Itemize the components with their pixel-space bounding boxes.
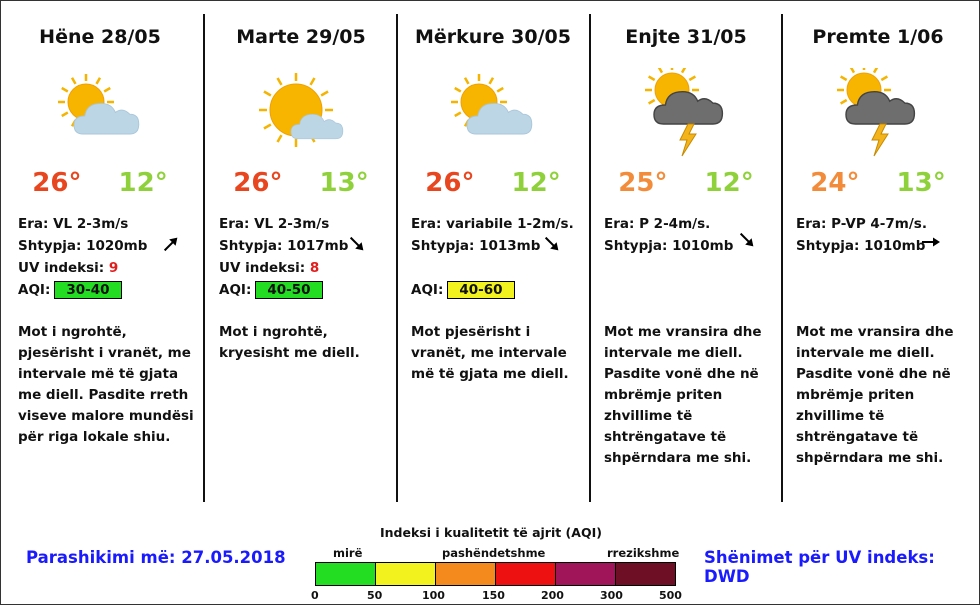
- aqi-color-scale: [315, 562, 676, 586]
- wind-direction-arrow-down-right-icon: [541, 233, 563, 255]
- pressure-text: Shtypja: 1013mb: [411, 238, 541, 254]
- min-temp: 13°: [896, 168, 946, 198]
- min-temp: 13°: [319, 168, 369, 198]
- weather-details: Era: VL 2-3m/s Shtypja: 1017mb UV indeksi…: [219, 213, 348, 301]
- forecast-date: Parashikimi më: 27.05.2018: [26, 548, 286, 567]
- aqi-tick: 100: [422, 589, 445, 602]
- pressure-text: Shtypja: 1020mb: [18, 238, 148, 254]
- aqi-label-good: mirë: [333, 546, 363, 560]
- uv-index: UV indeksi: 9: [18, 257, 147, 279]
- aqi-badge: 40-50: [255, 281, 323, 299]
- aqi-tick: 50: [367, 589, 383, 602]
- aqi-label-hazardous: rrezikshme: [607, 546, 680, 560]
- uv-index: UV indeksi: 8: [219, 257, 348, 279]
- weather-details: Era: P 2-4m/s. Shtypja: 1010mb: [604, 213, 733, 257]
- weather-details: Era: variabile 1-2m/s. Shtypja: 1013mb A…: [411, 213, 574, 301]
- aqi-row: AQI: 40-60: [411, 279, 574, 301]
- aqi-legend-title: Indeksi i kualitetit të ajrit (AQI): [380, 525, 602, 540]
- uv-label: UV indeksi:: [219, 260, 310, 276]
- wind-text: Era: variabile 1-2m/s.: [411, 216, 574, 232]
- aqi-label-unhealthy: pashëndetshme: [442, 546, 546, 560]
- column-divider: [781, 14, 783, 502]
- aqi-label: AQI:: [219, 282, 252, 298]
- pressure-text: Shtypja: 1017mb: [219, 238, 349, 254]
- aqi-swatch: [436, 563, 496, 585]
- column-divider: [203, 14, 205, 502]
- forecast-description: Mot me vransira dhe intervale me diell. …: [796, 324, 954, 466]
- uv-value: 9: [108, 260, 119, 276]
- forecast-day-3: Enjte 31/05 25° 12° Era: P 2-4m/s. Shtyp…: [590, 0, 782, 500]
- uv-label: UV indeksi:: [18, 260, 109, 276]
- sun-cloud-icon: [443, 68, 543, 158]
- aqi-swatch: [616, 563, 675, 585]
- uv-value: 8: [309, 260, 320, 276]
- aqi-badge: 30-40: [54, 281, 122, 299]
- min-temp: 12°: [704, 168, 754, 198]
- pressure-text: Shtypja: 1010mb: [604, 238, 734, 254]
- sun-cloud-icon: [50, 68, 150, 158]
- wind-direction-arrow-down-right-icon: [346, 233, 368, 255]
- aqi-swatch: [556, 563, 616, 585]
- temperatures: 26° 12°: [397, 168, 589, 198]
- wind-direction-arrow-down-right-icon: [736, 229, 758, 251]
- temperatures: 26° 13°: [205, 168, 397, 198]
- forecast-description: Mot me vransira dhe intervale me diell. …: [604, 324, 762, 466]
- min-temp: 12°: [511, 168, 561, 198]
- wind-text: Era: P 2-4m/s.: [604, 216, 711, 232]
- max-temp: 26°: [233, 168, 283, 198]
- sun-storm-cloud-icon: [828, 63, 928, 158]
- temperatures: 25° 12°: [590, 168, 782, 198]
- wind-text: Era: VL 2-3m/s: [18, 216, 129, 232]
- temperatures: 24° 13°: [782, 168, 974, 198]
- day-title: Hëne 28/05: [39, 26, 161, 48]
- day-title: Enjte 31/05: [625, 26, 747, 48]
- aqi-badge: 40-60: [447, 281, 515, 299]
- forecast-description: Mot i ngrohtë, pjesërisht i vranët, me i…: [18, 324, 194, 445]
- aqi-tick: 500: [659, 589, 682, 602]
- wind-text: Era: VL 2-3m/s: [219, 216, 330, 232]
- aqi-swatch: [316, 563, 376, 585]
- aqi-row: AQI: 40-50: [219, 279, 348, 301]
- wind-direction-arrow-up-right-icon: [160, 233, 182, 255]
- max-temp: 26°: [425, 168, 475, 198]
- max-temp: 24°: [810, 168, 860, 198]
- forecast-day-4: Premte 1/06 24° 13° Era: P-VP 4-7m/s. Sh…: [782, 0, 974, 500]
- aqi-tick: 200: [541, 589, 564, 602]
- max-temp: 26°: [32, 168, 82, 198]
- min-temp: 12°: [118, 168, 168, 198]
- forecast-description: Mot pjesërisht i vranët, me intervale më…: [411, 324, 569, 382]
- day-title: Marte 29/05: [236, 26, 366, 48]
- aqi-label: AQI:: [18, 282, 51, 298]
- day-title: Premte 1/06: [812, 26, 944, 48]
- aqi-tick: 300: [600, 589, 623, 602]
- forecast-day-1: Marte 29/05 26° 13° Era: VL 2-3m/s Shtyp…: [205, 0, 397, 500]
- temperatures: 26° 12°: [4, 168, 196, 198]
- aqi-swatch: [496, 563, 556, 585]
- column-divider: [396, 14, 398, 502]
- max-temp: 25°: [618, 168, 668, 198]
- aqi-label: AQI:: [411, 282, 444, 298]
- pressure-text: Shtypja: 1010mb: [796, 238, 926, 254]
- forecast-day-2: Mërkure 30/05 26° 12° Era: variabile 1-2…: [397, 0, 589, 500]
- aqi-tick: 0: [311, 589, 319, 602]
- aqi-tick: 150: [482, 589, 505, 602]
- weather-details: Era: P-VP 4-7m/s. Shtypja: 1010mb: [796, 213, 927, 257]
- weather-details: Era: VL 2-3m/s Shtypja: 1020mb UV indeksi…: [18, 213, 147, 301]
- wind-direction-arrow-right-icon: [920, 231, 942, 253]
- column-divider: [589, 14, 591, 502]
- aqi-swatch: [376, 563, 436, 585]
- day-title: Mërkure 30/05: [414, 26, 572, 48]
- forecast-day-0: Hëne 28/05 26° 12° Era: VL 2-3m/s Shtypj…: [4, 0, 196, 500]
- sun-small-cloud-icon: [251, 68, 351, 158]
- spacer: [411, 257, 574, 279]
- wind-text: Era: P-VP 4-7m/s.: [796, 216, 927, 232]
- forecast-description: Mot i ngrohtë, kryesisht me diell.: [219, 324, 360, 361]
- aqi-row: AQI: 30-40: [18, 279, 147, 301]
- uv-note: Shënimet për UV indeks: DWD: [704, 548, 935, 586]
- sun-storm-cloud-icon: [636, 63, 736, 158]
